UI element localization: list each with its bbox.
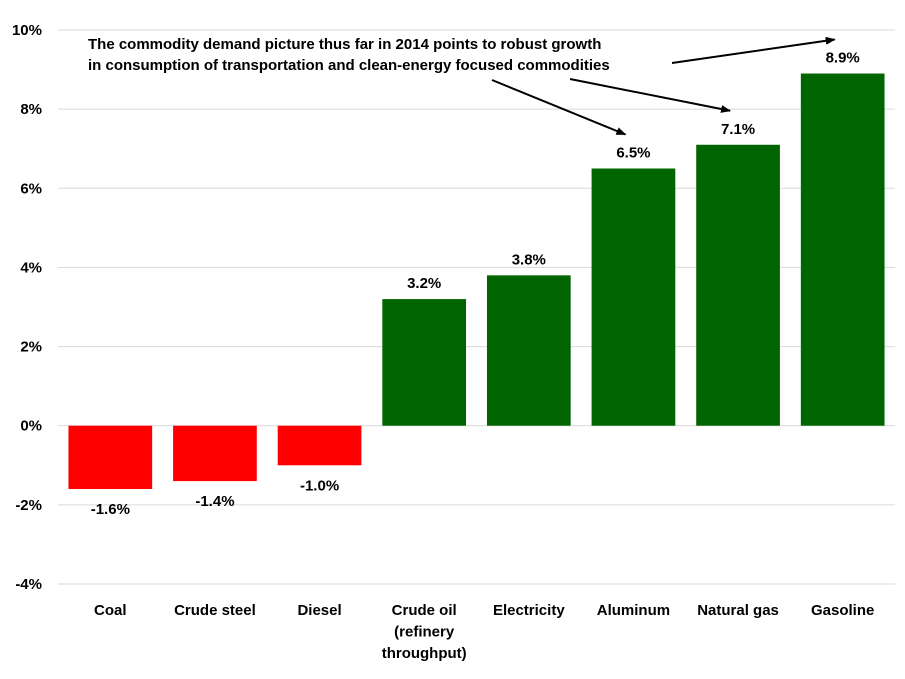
bar [173, 425, 257, 482]
y-tick-label: -2% [15, 497, 42, 514]
data-label: 7.1% [721, 121, 755, 138]
x-tick-label: Diesel [297, 602, 341, 619]
y-tick-label: 10% [12, 22, 42, 39]
annotation-arrow [491, 79, 627, 136]
bar [591, 168, 676, 426]
x-tick-label: Aluminum [597, 602, 670, 619]
data-label: -1.4% [195, 493, 234, 510]
x-tick-label: Coal [94, 602, 127, 619]
annotation-arrow [569, 78, 732, 113]
annotation: The commodity demand picture thus far in… [88, 36, 836, 136]
data-label: 6.5% [616, 145, 650, 162]
y-tick-label: 4% [20, 259, 42, 276]
bar [277, 425, 362, 466]
data-label: -1.0% [300, 477, 339, 494]
bar [382, 299, 467, 426]
x-tick-label: Gasoline [811, 602, 874, 619]
y-tick-label: 8% [20, 101, 42, 118]
data-label: -1.6% [91, 501, 130, 518]
data-label: 3.2% [407, 275, 441, 292]
y-tick-label: 2% [20, 339, 42, 356]
bar [68, 425, 153, 490]
bar [800, 73, 885, 426]
x-tick-label: Electricity [493, 602, 565, 619]
x-tick-label: Natural gas [697, 602, 779, 619]
annotation-text: The commodity demand picture thus far in… [88, 36, 610, 74]
data-label: 3.8% [512, 251, 546, 268]
y-axis: -4% -2% 0% 2% 4% 6% 8% 10% [12, 22, 42, 593]
bar [486, 275, 571, 426]
x-tick-label: Crude oil (refinery throughput) [382, 602, 467, 662]
bars [68, 73, 885, 490]
bar [696, 144, 780, 426]
data-labels: -1.6% -1.4% -1.0% 3.2% 3.8% 6.5% 7.1% 8.9% [91, 50, 860, 518]
annotation-arrow [671, 36, 836, 64]
x-axis-labels: Coal Crude steel Diesel Crude oil (refinery t… [94, 602, 874, 662]
y-tick-label: 0% [20, 418, 42, 435]
data-label: 8.9% [826, 50, 860, 67]
y-tick-label: 6% [20, 180, 42, 197]
y-tick-label: -4% [15, 576, 42, 593]
gridlines [58, 29, 895, 585]
x-tick-label: Crude steel [174, 602, 256, 619]
